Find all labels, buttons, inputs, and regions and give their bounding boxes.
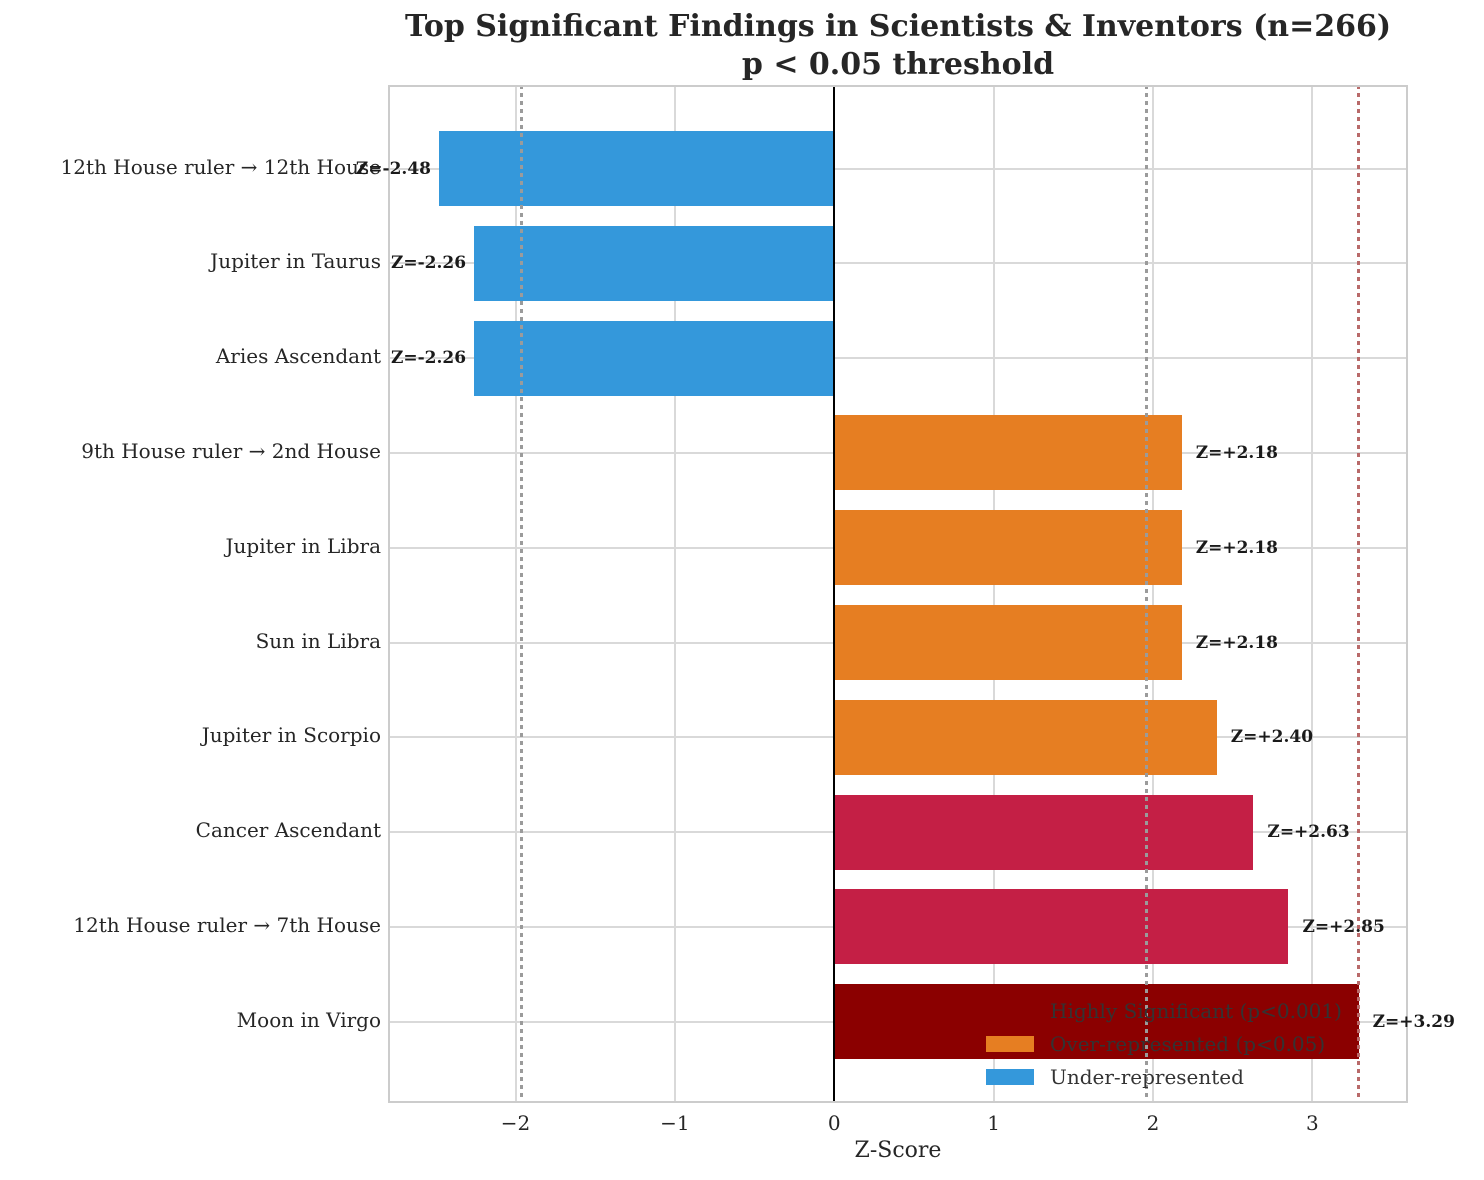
- bar: [834, 699, 1217, 775]
- value-label: Z=-2.48: [355, 158, 431, 179]
- category-label: Moon in Virgo: [236, 1007, 381, 1032]
- x-gridline: [1311, 85, 1314, 1103]
- category-label: Jupiter in Libra: [225, 533, 382, 558]
- threshold-line: [1357, 85, 1361, 1103]
- y-gridline: [388, 167, 1408, 170]
- x-axis-label: Z-Score: [854, 1138, 942, 1163]
- threshold-line: [1145, 85, 1149, 1103]
- x-gridline: [673, 85, 676, 1103]
- legend-swatch: [986, 1002, 1034, 1019]
- value-label: Z=+2.40: [1230, 727, 1314, 748]
- legend-label: Over-represented (p<0.05): [1050, 1031, 1326, 1056]
- legend-swatch: [986, 1035, 1034, 1052]
- chart-title-line2: p < 0.05 threshold: [741, 47, 1055, 82]
- zero-line: [833, 85, 836, 1103]
- value-label: Z=+2.18: [1195, 442, 1278, 463]
- x-gridline: [992, 85, 995, 1103]
- value-label: Z=+2.63: [1267, 822, 1350, 843]
- y-gridline: [388, 262, 1408, 265]
- x-gridline: [514, 85, 517, 1103]
- legend-label: Under-represented: [1050, 1064, 1244, 1089]
- category-label: Sun in Libra: [255, 628, 381, 653]
- bar: [834, 415, 1182, 491]
- legend-label: Highly Significant (p<0.001): [1050, 998, 1342, 1023]
- legend-item: Over-represented (p<0.05): [986, 1027, 1342, 1060]
- chart-title: Top Significant Findings in Scientists &…: [388, 8, 1408, 84]
- x-gridline: [1152, 85, 1154, 1103]
- category-label: 9th House ruler → 2nd House: [81, 438, 381, 463]
- x-tick-label: −1: [660, 1111, 690, 1135]
- bar: [834, 510, 1182, 586]
- legend-item: Highly Significant (p<0.001): [986, 994, 1342, 1027]
- bar: [834, 794, 1254, 870]
- x-tick-label: 1: [987, 1111, 1000, 1135]
- bar: [834, 605, 1182, 680]
- legend-item: Under-represented: [986, 1060, 1342, 1093]
- legend-swatch: [986, 1068, 1034, 1085]
- chart-title-line1: Top Significant Findings in Scientists &…: [404, 9, 1392, 44]
- threshold-line: [520, 85, 524, 1103]
- bar: [439, 131, 835, 206]
- plot-border: [388, 85, 1408, 1103]
- category-label: Jupiter in Scorpio: [201, 723, 381, 748]
- x-tick-label: 3: [1306, 1111, 1319, 1135]
- category-label: Aries Ascendant: [215, 344, 381, 369]
- value-label: Z=+2.18: [1195, 632, 1278, 653]
- category-label: Jupiter in Taurus: [210, 249, 381, 274]
- value-label: Z=+2.85: [1302, 916, 1385, 937]
- legend: Highly Significant (p<0.001) Over-represe…: [986, 994, 1342, 1093]
- category-label: 12th House ruler → 12th House: [60, 154, 381, 179]
- bar: [834, 889, 1289, 965]
- x-tick-label: 2: [1146, 1111, 1160, 1135]
- value-label: Z=+2.18: [1195, 537, 1278, 558]
- bar: [834, 984, 1359, 1060]
- bar: [474, 320, 835, 396]
- category-label: Cancer Ascendant: [195, 818, 381, 843]
- bar: [474, 225, 835, 301]
- category-label: 12th House ruler → 7th House: [73, 912, 381, 937]
- value-label: Z=-2.26: [390, 348, 467, 369]
- x-tick-label: 0: [827, 1111, 841, 1135]
- x-tick-label: −2: [500, 1111, 531, 1135]
- value-label: Z=-2.26: [390, 253, 467, 274]
- value-label: Z=+3.29: [1372, 1011, 1455, 1032]
- y-gridline: [388, 357, 1408, 360]
